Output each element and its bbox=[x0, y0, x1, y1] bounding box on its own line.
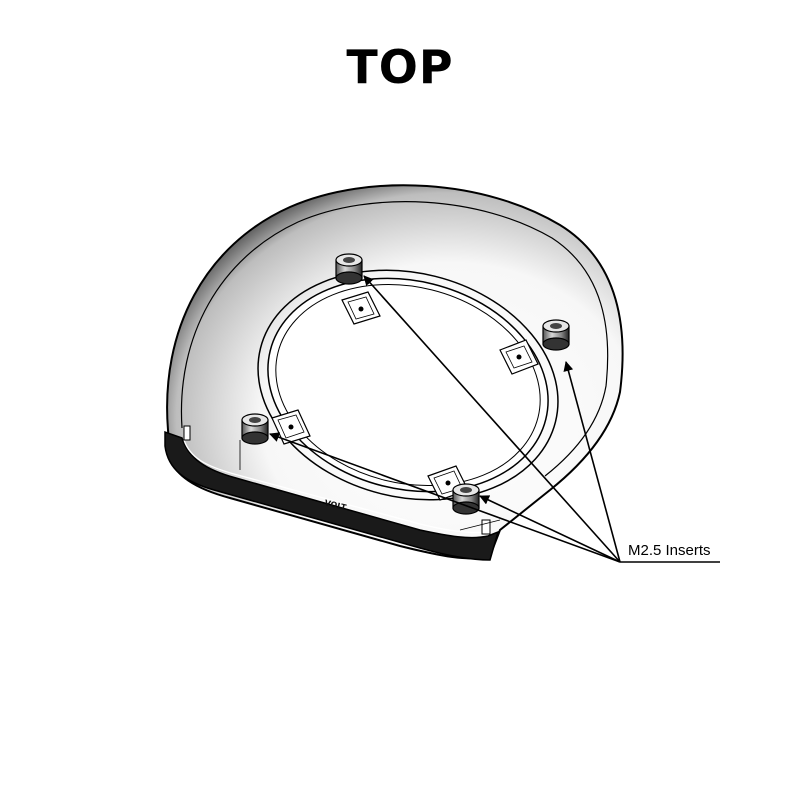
insert-bosses bbox=[241, 253, 570, 515]
front-wall bbox=[164, 425, 501, 561]
leader-top bbox=[363, 275, 621, 563]
boss-top bbox=[335, 253, 363, 285]
pad-right bbox=[499, 339, 539, 375]
leader-right bbox=[563, 361, 621, 563]
inner-ring bbox=[257, 269, 559, 501]
boss-left bbox=[241, 413, 269, 445]
page-title: TOP bbox=[346, 40, 454, 94]
leader-left bbox=[269, 432, 621, 563]
leader-bottom bbox=[479, 495, 621, 563]
boss-right bbox=[542, 319, 570, 351]
pad-top bbox=[341, 291, 381, 325]
callout-label: M2.5 Inserts bbox=[628, 542, 711, 559]
callout-leaders bbox=[269, 275, 720, 563]
